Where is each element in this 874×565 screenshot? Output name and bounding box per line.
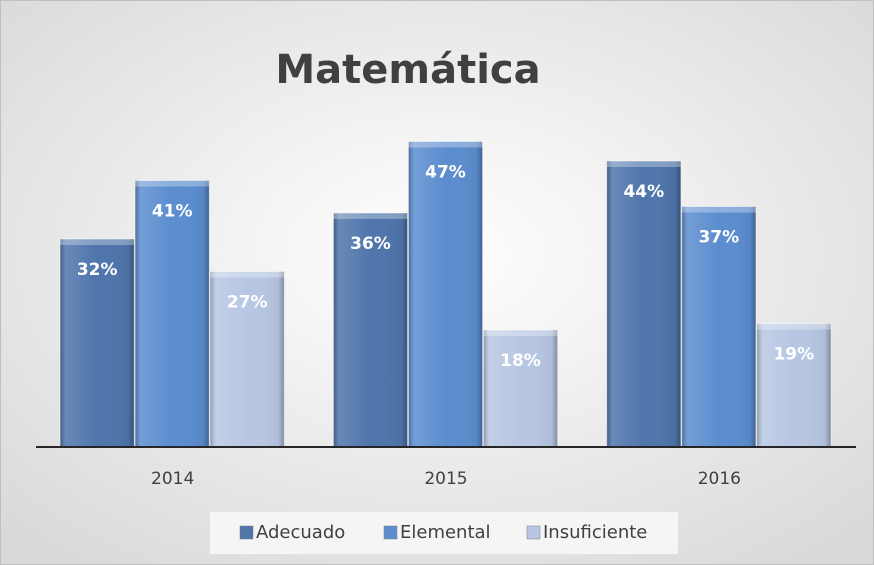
bar-bevel: [681, 206, 756, 447]
bar-top: [756, 323, 831, 330]
bar-top: [210, 271, 285, 278]
data-label: 19%: [773, 345, 814, 365]
legend-marker: [526, 525, 541, 540]
legend-label: Insuficiente: [543, 522, 647, 543]
bar-top: [606, 161, 681, 167]
data-label: 47%: [425, 163, 466, 183]
bar-bevel: [60, 239, 135, 447]
x-tick-label: 2016: [698, 469, 741, 489]
data-label: 41%: [152, 202, 193, 222]
bar-top: [60, 239, 135, 245]
bar-bevel: [333, 213, 408, 447]
legend-box: [210, 512, 678, 554]
bar-top: [408, 141, 483, 148]
data-label: 44%: [623, 182, 664, 202]
legend-marker: [383, 525, 398, 540]
data-label: 37%: [698, 228, 739, 248]
bar-top: [483, 330, 558, 336]
data-label: 32%: [77, 260, 118, 280]
bar-top: [135, 180, 210, 187]
data-label: 18%: [500, 351, 541, 371]
x-tick-label: 2015: [424, 469, 467, 489]
bar-bevel: [210, 271, 285, 447]
bar-top: [333, 213, 408, 219]
bar-bevel: [756, 323, 831, 447]
bar-top: [681, 206, 756, 213]
bar-bevel: [135, 180, 210, 447]
data-label: 27%: [227, 293, 268, 313]
legend-marker: [239, 525, 254, 540]
legend-label: Adecuado: [256, 522, 345, 543]
legend-label: Elemental: [400, 522, 491, 543]
bar-bevel: [483, 330, 558, 447]
chart-title: Matemática: [275, 47, 540, 93]
bar-bevel: [408, 141, 483, 447]
x-tick-label: 2014: [151, 469, 194, 489]
bar-bevel: [606, 161, 681, 447]
data-label: 36%: [350, 234, 391, 254]
